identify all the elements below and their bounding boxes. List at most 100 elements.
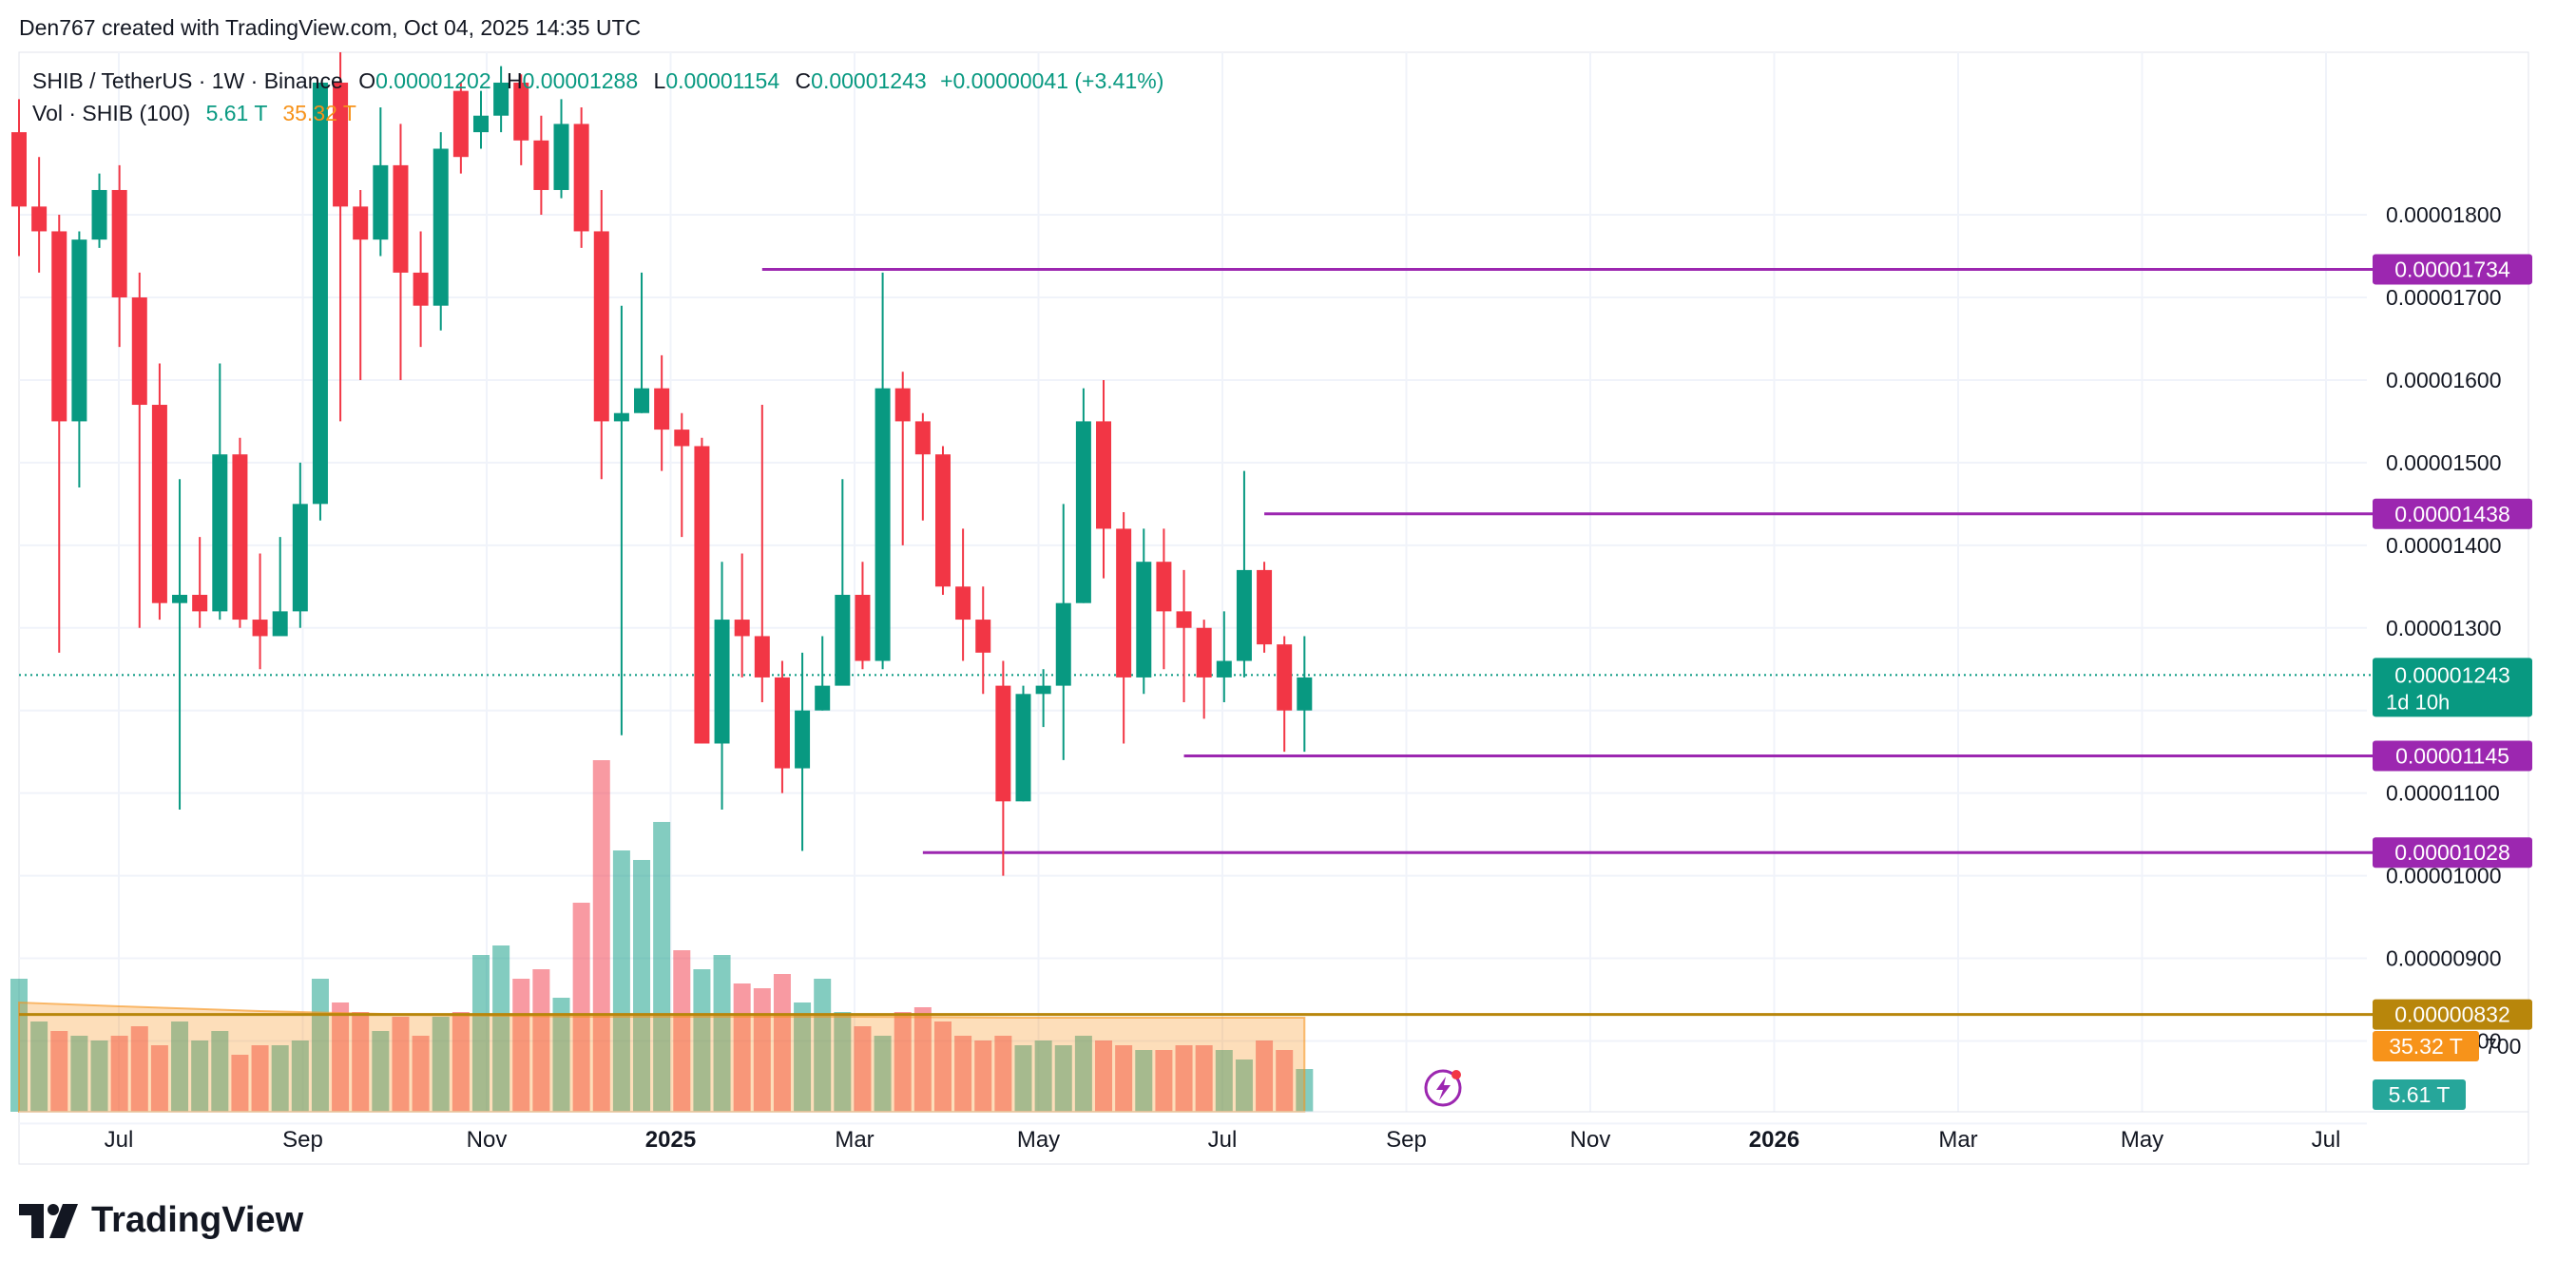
candle-body: [292, 504, 308, 612]
candle-body: [312, 82, 328, 505]
high-label: H: [507, 68, 523, 93]
lightning-icon: [1424, 1069, 1462, 1107]
price-tick-label: 0.00001800: [2386, 202, 2502, 227]
volume-bar: [1155, 1050, 1173, 1112]
time-tick-label: Sep: [282, 1127, 323, 1153]
level-price-badge: [2373, 498, 2532, 529]
candle-body: [91, 189, 107, 240]
candle-body: [1196, 627, 1212, 678]
price-badges: 0.00001734 0.00001438 0.00001145 0.00001028…: [1424, 254, 2532, 1110]
candle-body: [754, 636, 770, 678]
candle-body: [875, 388, 891, 661]
chart-frame: [18, 51, 2529, 1165]
volume-bar: [150, 1045, 168, 1112]
volume-bar: [171, 1021, 189, 1112]
candle-body: [533, 140, 549, 190]
volume-bar: [693, 969, 711, 1112]
candle-body: [1035, 685, 1051, 695]
candle-body: [131, 297, 147, 406]
level-price-text: 0.00001028: [2394, 840, 2510, 865]
volume-bar: [1215, 1050, 1233, 1112]
candle-body: [373, 164, 389, 240]
candle-body: [71, 239, 87, 422]
lightning-icon-bolt: [1436, 1077, 1451, 1100]
candle-body: [634, 388, 650, 413]
candle-body: [513, 82, 529, 141]
time-tick-label: May: [2121, 1127, 2163, 1153]
volume-bar: [512, 979, 530, 1112]
low-label: L: [653, 68, 666, 93]
time-tick-label: Nov: [467, 1127, 508, 1153]
candle-body: [934, 454, 951, 587]
volume-bar: [773, 974, 791, 1112]
candle-body: [553, 124, 569, 190]
time-tick-label: 2025: [645, 1127, 696, 1153]
candle-body: [192, 594, 208, 612]
countdown-text: 1d 10h: [2386, 690, 2450, 714]
time-tick-label: Jul: [2312, 1127, 2341, 1153]
time-tick-label: Mar: [835, 1127, 874, 1153]
volume-bar: [974, 1040, 992, 1112]
candle-body: [172, 594, 188, 603]
price-tick-label: 0.00001500: [2386, 450, 2502, 475]
volume-bar: [913, 1007, 932, 1112]
volume-bar: [130, 1026, 148, 1112]
symbol-legend: SHIB / TetherUS · 1W · Binance O0.000012…: [32, 68, 1163, 94]
candle-body: [1136, 562, 1152, 678]
axes: 0.00001800 0.00001700 0.00001600 0.00001500…: [19, 202, 2528, 1153]
candle-body: [493, 82, 509, 116]
symbol-label: SHIB / TetherUS · 1W · Binance: [32, 68, 343, 93]
level-price-text: 0.00001734: [2394, 257, 2510, 281]
volume-bar: [933, 1021, 952, 1112]
volume-bar: [713, 955, 731, 1112]
candle-body: [1096, 421, 1112, 529]
chart-credit: Den767 created with TradingView.com, Oct…: [19, 15, 642, 40]
price-tick-label: 0.00001400: [2386, 533, 2502, 558]
volume-bar: [1135, 1050, 1153, 1112]
level-price-badge: [2373, 999, 2532, 1030]
volume-bar: [110, 1036, 128, 1112]
candle-body: [1277, 644, 1293, 711]
high-value: 0.00001288: [522, 68, 639, 93]
tradingview-logo-icon: [19, 1203, 78, 1238]
candle-body: [593, 231, 609, 422]
tradingview-wordmark: TradingView: [91, 1200, 304, 1240]
candle-body: [1257, 569, 1273, 645]
volume-bar: [492, 945, 510, 1112]
candle-body: [151, 405, 167, 603]
price-tick-label: 0.00001100: [2386, 781, 2500, 806]
price-tick-label: 0.00000900: [2386, 946, 2502, 971]
candle-body: [1075, 421, 1091, 603]
candle-body: [613, 412, 629, 422]
candle-body: [654, 388, 670, 430]
candle-body: [914, 421, 931, 455]
volume-bar: [673, 950, 691, 1112]
volume-bar: [1074, 1036, 1092, 1112]
volume-bar: [874, 1036, 892, 1112]
volume-bar: [1256, 1040, 1274, 1112]
volume-bar: [1054, 1045, 1072, 1112]
candle-body: [51, 231, 67, 422]
volume-bar: [271, 1045, 289, 1112]
volume-bar: [532, 969, 550, 1112]
volume-bar: [994, 1036, 1012, 1112]
candle-body: [452, 90, 469, 158]
volume-bar: [372, 1031, 390, 1112]
level-price-badge: [2373, 740, 2532, 772]
volume-bar: [30, 1021, 48, 1112]
tradingview-logo[interactable]: TradingView: [19, 1200, 303, 1241]
close-label: C: [795, 68, 812, 93]
low-value: 0.00001154: [665, 68, 780, 93]
volume-bar: [794, 1002, 812, 1112]
candle-body: [232, 454, 248, 620]
candle-body: [815, 685, 831, 711]
candle-body: [1116, 528, 1132, 678]
volume-bar: [834, 1012, 852, 1112]
candle-body: [1216, 660, 1232, 678]
volume-current-badge: [2373, 1079, 2466, 1110]
candle-body: [995, 685, 1011, 802]
volume-bar: [572, 903, 590, 1112]
volume-axis-tick: 700: [2485, 1034, 2521, 1059]
horizontal-levels: [19, 267, 2376, 1017]
